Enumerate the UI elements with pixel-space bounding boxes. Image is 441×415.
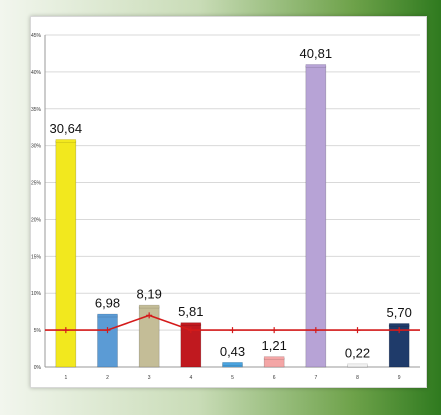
bar-cap [55,139,77,143]
line-point [62,327,69,334]
line-point [229,327,236,334]
data-label: 1,21 [262,338,287,353]
bar-cap [138,304,160,309]
line-point [187,327,194,334]
y-tick-label: 30% [31,144,42,150]
line-point [396,327,403,334]
line-point [354,327,361,334]
bar [305,65,327,368]
x-tick-label: 3 [148,375,151,381]
x-tick-label: 7 [314,375,317,381]
x-tick-label: 2 [106,375,109,381]
y-tick-label: 10% [31,291,42,297]
y-tick-label: 5% [34,328,42,334]
x-tick-label: 1 [64,375,67,381]
y-tick-label: 40% [31,70,42,76]
y-tick-label: 20% [31,217,42,223]
data-label: 30,64 [50,121,83,136]
bar-cap [263,356,285,360]
y-tick-label: 25% [31,181,42,187]
bar-cap [222,362,243,366]
y-tick-label: 35% [31,107,42,113]
chart-frame: 0% 5% 10% 15% 20% 25% 30% 35% 40% 45% 30,64 1 6,98 2 8… [30,16,427,388]
data-label: 5,81 [178,304,203,319]
bar-cap [97,313,118,318]
bar-cap [347,363,368,368]
bar-cap [180,322,202,326]
x-tick-label: 5 [231,375,234,381]
data-label: 6,98 [95,296,120,311]
x-tick-label: 4 [189,375,192,381]
bar [97,315,118,368]
data-label: 8,19 [137,287,162,302]
data-label: 0,43 [220,344,245,359]
x-tick-label: 9 [398,375,401,381]
line-point [146,312,153,319]
data-label: 5,70 [387,305,412,320]
y-tick-label: 45% [31,33,42,39]
y-tick-label: 0% [34,365,42,371]
y-tick-label: 15% [31,254,42,260]
data-label: 40,81 [300,46,333,61]
line-point [312,327,319,334]
bar-chart: 0% 5% 10% 15% 20% 25% 30% 35% 40% 45% 30,64 1 6,98 2 8… [31,33,420,381]
line-point [271,327,278,334]
data-label: 0,22 [345,345,370,360]
line-point [104,327,111,334]
x-tick-label: 6 [273,375,276,381]
x-tick-label: 8 [356,375,359,381]
bar-cap [388,323,410,327]
bar-cap [305,64,327,68]
